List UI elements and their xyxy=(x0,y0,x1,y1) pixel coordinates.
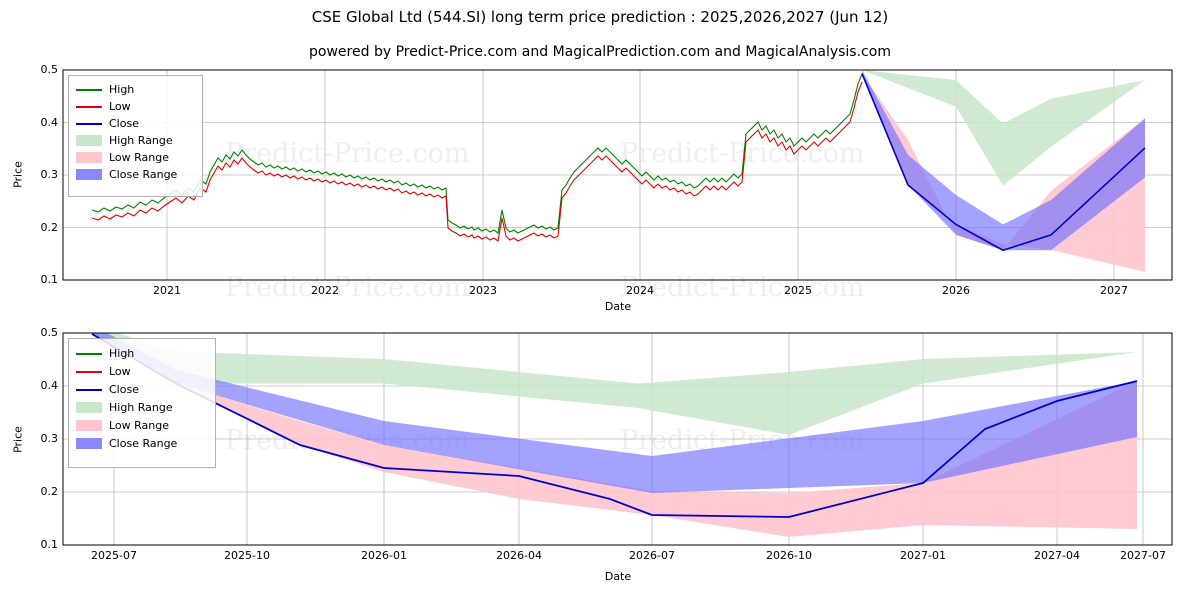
bottom-xtick: 2025-10 xyxy=(224,549,270,562)
legend-key-close-range-patch xyxy=(76,169,102,180)
bottom-xtick: 2026-10 xyxy=(766,549,812,562)
legend-label: Close Range xyxy=(109,168,178,181)
bottom-xtick: 2027-04 xyxy=(1034,549,1080,562)
bottom-ytick: 0.3 xyxy=(40,432,59,445)
legend-item-low: Low xyxy=(76,362,208,380)
legend-item-high: High xyxy=(76,344,208,362)
top-xtick: 2025 xyxy=(784,284,812,297)
bottom-xtick: 2026-07 xyxy=(629,549,675,562)
chart-title: CSE Global Ltd (544.SI) long term price … xyxy=(311,8,889,26)
legend-key-low-range-patch xyxy=(76,419,102,431)
top-yaxis-label: Price xyxy=(11,161,25,188)
bottom-ytick: 0.5 xyxy=(40,326,59,339)
legend-label: High Range xyxy=(109,400,173,414)
legend-item-close: Close xyxy=(76,115,195,132)
top-xaxis-label: Date xyxy=(604,300,632,313)
top-xtick: 2022 xyxy=(311,284,339,297)
top-ytick: 0.3 xyxy=(40,168,59,181)
legend-key-close-line xyxy=(76,384,102,395)
legend-item-low-range: Low Range xyxy=(76,149,195,166)
bottom-ytick: 0.4 xyxy=(40,379,59,392)
bottom-xtick: 2026-04 xyxy=(496,549,542,562)
legend-key-low-line xyxy=(76,366,102,377)
bottom-legend: High Low Close High Range Low Range Clos… xyxy=(68,338,216,468)
legend-key-high-line xyxy=(76,84,102,95)
legend-item-low-range: Low Range xyxy=(76,416,208,434)
legend-label: Close xyxy=(109,382,139,396)
legend-item-high-range: High Range xyxy=(76,398,208,416)
bottom-ytick: 0.2 xyxy=(40,485,59,498)
top-xtick: 2023 xyxy=(469,284,497,297)
top-ytick: 0.5 xyxy=(40,63,59,76)
legend-label: High xyxy=(109,346,135,360)
bottom-xaxis-label: Date xyxy=(604,570,632,583)
legend-item-close-range: Close Range xyxy=(76,166,195,183)
bottom-xtick: 2027-01 xyxy=(900,549,946,562)
bottom-ytick: 0.1 xyxy=(40,538,59,551)
legend-item-low: Low xyxy=(76,98,195,115)
chart-subtitle: powered by Predict-Price.com and Magical… xyxy=(309,44,891,60)
legend-label: Low Range xyxy=(109,151,170,164)
top-chart-panel: Predict-Price.com Predict-Price.com Pred… xyxy=(0,60,1200,313)
legend-item-high: High xyxy=(76,81,195,98)
top-plot-svg xyxy=(62,69,1173,281)
bottom-xtick: 2026-01 xyxy=(361,549,407,562)
top-ytick: 0.4 xyxy=(40,115,59,129)
legend-key-high-line xyxy=(76,348,102,359)
legend-item-close: Close xyxy=(76,380,208,398)
legend-key-high-range-patch xyxy=(76,401,102,413)
legend-label: Low xyxy=(109,364,131,378)
bottom-xtick: 2025-07 xyxy=(91,549,137,562)
legend-label: Close xyxy=(109,117,139,130)
legend-label: Low Range xyxy=(109,418,170,432)
bottom-yaxis-label: Price xyxy=(11,426,25,453)
bottom-xtick: 2027-07 xyxy=(1120,549,1166,562)
top-xtick: 2026 xyxy=(942,284,970,297)
top-legend: High Low Close High Range Low Range Clos… xyxy=(68,75,203,197)
top-xtick: 2021 xyxy=(153,284,181,297)
legend-label: Close Range xyxy=(109,436,178,450)
legend-key-high-range-patch xyxy=(76,135,102,146)
top-xtick: 2027 xyxy=(1100,284,1128,297)
legend-item-close-range: Close Range xyxy=(76,434,208,452)
legend-key-close-line xyxy=(76,118,102,129)
legend-key-close-range-patch xyxy=(76,437,102,449)
top-ytick: 0.1 xyxy=(40,273,59,286)
legend-item-high-range: High Range xyxy=(76,132,195,149)
legend-label: High Range xyxy=(109,134,173,147)
top-xtick: 2024 xyxy=(626,284,654,297)
legend-label: High xyxy=(109,83,135,96)
legend-key-low-range-patch xyxy=(76,152,102,163)
top-ytick: 0.2 xyxy=(40,220,59,234)
legend-label: Low xyxy=(109,100,131,113)
bottom-chart-panel: Predict-Price.com Predict-Price.com xyxy=(0,325,1200,600)
legend-key-low-line xyxy=(76,101,102,112)
